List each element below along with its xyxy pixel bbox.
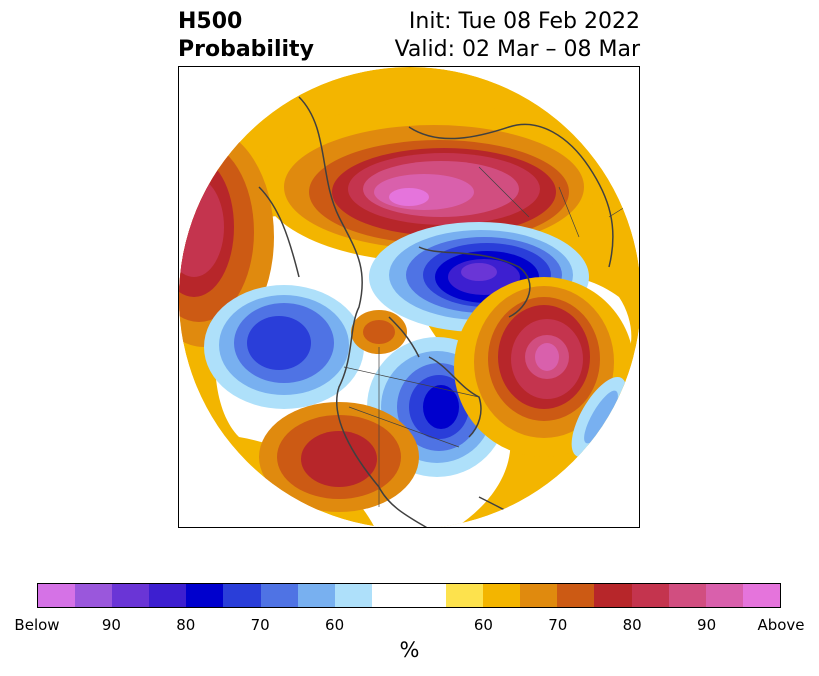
colorbar-tick-label: Above [757,616,805,634]
borders [343,166,639,507]
colorbar-swatch [705,584,743,607]
colorbar-swatch [186,584,224,607]
colorbar-tick-labels: Below 90 80 70 60 60 70 80 90 Above [0,616,819,636]
colorbar-swatch [408,584,447,607]
colorbar-swatch [38,584,76,607]
title-variable: Probability [178,37,314,62]
colorbar-tick-label: 60 [473,616,493,634]
colorbar-swatch [112,584,150,607]
colorbar-tick-label: 70 [548,616,568,634]
map-svg [179,67,639,527]
colorbar-swatch [668,584,706,607]
colorbar-swatch [334,584,372,607]
colorbar-swatch [75,584,113,607]
init-time: Init: Tue 08 Feb 2022 [408,9,640,34]
valid-range: Valid: 02 Mar – 08 Mar [394,37,640,62]
above-west-pacific [179,127,274,347]
colorbar-tick-label: 60 [325,616,345,634]
chart-title-right: Init: Tue 08 Feb 2022 Valid: 02 Mar – 08… [395,8,640,64]
colorbar-tick-label: 70 [250,616,270,634]
colorbar-tick-label: 80 [622,616,642,634]
below-north-pacific [204,285,364,409]
chart-title-left: H500 Probability [178,8,314,64]
colorbar-swatch [149,584,187,607]
colorbar-swatch [742,584,780,607]
colorbar-swatch [446,584,484,607]
colorbar-tick-label: 90 [697,616,717,634]
colorbar-swatch [520,584,558,607]
colorbar-tick-label: 80 [176,616,196,634]
colorbar-swatch [557,584,595,607]
above-arctic [259,102,599,262]
colorbar-tick-label: 90 [101,616,121,634]
colorbar-swatch [260,584,298,607]
colorbar-unit-label: % [399,638,420,662]
colorbar-tick-label: Below [14,616,60,634]
colorbar [37,583,781,608]
above-north-atlantic [454,277,634,457]
colorbar-swatch [223,584,261,607]
colorbar-swatch [297,584,335,607]
colorbar-swatch [483,584,521,607]
colorbar-swatch [371,584,409,607]
probability-map [178,66,640,528]
colorbar-swatch [594,584,632,607]
title-product: H500 [178,9,243,34]
colorbar-swatch [631,584,669,607]
